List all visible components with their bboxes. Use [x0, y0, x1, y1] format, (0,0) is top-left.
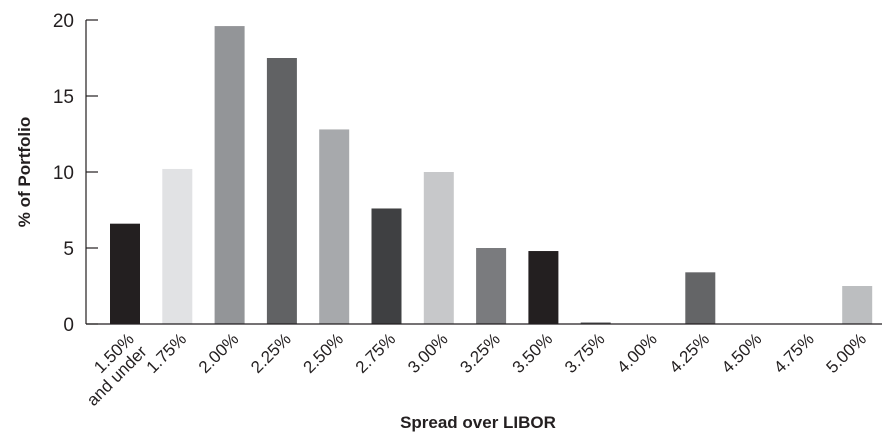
- x-tick-label-line: 3.25%: [456, 329, 504, 377]
- x-tick-label-line: 4.00%: [613, 329, 661, 377]
- x-tick-label: 4.00%: [613, 329, 661, 377]
- bar: [476, 248, 507, 324]
- x-tick-label-line: 3.50%: [509, 329, 557, 377]
- x-tick-label-line: 4.75%: [770, 329, 818, 377]
- x-tick-label-line: 2.00%: [195, 329, 243, 377]
- x-tick-label: 3.25%: [456, 329, 504, 377]
- x-tick-label: 4.75%: [770, 329, 818, 377]
- y-tick-label: 15: [53, 87, 74, 108]
- x-tick-label: 4.25%: [666, 329, 714, 377]
- x-tick-label: 3.75%: [561, 329, 609, 377]
- x-tick-label: 2.00%: [195, 329, 243, 377]
- y-tick-label: 10: [53, 163, 74, 184]
- y-axis: 0 5 10 15 20: [53, 11, 98, 336]
- bar: [580, 322, 611, 324]
- x-tick-label: 2.25%: [247, 329, 295, 377]
- x-tick-label-line: 2.75%: [352, 329, 400, 377]
- x-tick-label: 1.75%: [143, 329, 191, 377]
- bar: [842, 286, 873, 324]
- x-tick-label: 2.50%: [300, 329, 348, 377]
- x-tick-label-line: 3.75%: [561, 329, 609, 377]
- x-tick-label-line: 2.25%: [247, 329, 295, 377]
- bar: [685, 272, 716, 324]
- y-tick-label: 20: [53, 11, 74, 32]
- bar: [423, 172, 454, 324]
- x-tick-label: 5.00%: [823, 329, 871, 377]
- y-tick-label: 5: [63, 239, 74, 260]
- bar: [110, 223, 140, 324]
- x-tick-label-line: 4.25%: [666, 329, 714, 377]
- x-tick-label: 3.50%: [509, 329, 557, 377]
- bar: [528, 251, 559, 324]
- x-tick-label: 3.00%: [404, 329, 452, 377]
- bar: [319, 129, 350, 324]
- bar: [266, 58, 297, 324]
- x-tick-label-line: 4.50%: [718, 329, 766, 377]
- y-tick-label: 0: [63, 315, 74, 336]
- bar: [371, 208, 402, 324]
- x-tick-label: 2.75%: [352, 329, 400, 377]
- bars: [110, 26, 873, 325]
- x-tick-label-line: 5.00%: [823, 329, 871, 377]
- x-axis-title: Spread over LIBOR: [400, 413, 556, 432]
- x-tick-label-line: 1.75%: [143, 329, 191, 377]
- x-tick-label-line: 3.00%: [404, 329, 452, 377]
- bar: [162, 168, 193, 324]
- y-axis-title: % of Portfolio: [15, 117, 34, 227]
- bar: [214, 26, 245, 325]
- x-tick-label: 1.50%and under: [70, 329, 151, 410]
- x-tick-label: 4.50%: [718, 329, 766, 377]
- x-tick-label-line: 2.50%: [300, 329, 348, 377]
